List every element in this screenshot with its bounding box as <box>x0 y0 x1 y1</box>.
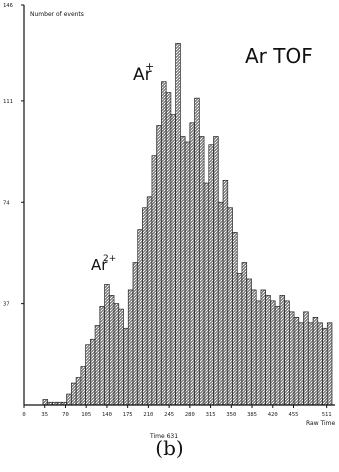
histogram-bar <box>208 144 214 406</box>
histogram-bar <box>118 308 124 406</box>
histogram-bar <box>189 122 195 406</box>
histogram-bar <box>222 179 229 406</box>
histogram-bar <box>255 300 262 406</box>
histogram-bar <box>165 92 172 406</box>
annotation-ar-plus: Ar + <box>133 60 154 85</box>
figure-caption: (b) <box>155 436 184 460</box>
histogram-bar <box>326 322 333 406</box>
x-tick-label: 350 <box>226 412 236 418</box>
histogram-bar <box>94 325 101 406</box>
histogram-bar <box>246 278 252 406</box>
histogram-bar <box>236 273 243 406</box>
footer-label: Time 631 <box>149 433 178 440</box>
histogram-bar <box>274 306 281 406</box>
y-tick-label: 146 <box>3 3 13 9</box>
x-ticks-group: 0 35 70 105 140 175 210 245 280 315 350 385 420 455 51… <box>22 405 332 418</box>
x-tick-label: 420 <box>268 412 278 418</box>
x-tick-label: 105 <box>81 412 91 418</box>
histogram-bar <box>89 338 96 406</box>
histogram-bar <box>279 295 285 406</box>
x-tick-label: 210 <box>143 412 153 418</box>
histogram-bar <box>227 207 233 406</box>
histogram-bar <box>42 399 49 406</box>
histogram-bar <box>317 322 323 406</box>
svg-text:Ar: Ar <box>91 256 108 274</box>
y-ticks-group: 146 111 74 37 <box>3 3 24 308</box>
x-axis-label: Raw Time <box>306 420 336 427</box>
histogram-bar <box>270 300 276 406</box>
histogram-bar <box>265 295 271 406</box>
y-tick-label: 111 <box>3 99 13 105</box>
histogram-bar <box>312 316 319 406</box>
x-tick-label: 0 <box>22 412 25 418</box>
histogram-bar <box>137 229 143 406</box>
svg-text:2+: 2+ <box>103 254 116 264</box>
histogram-bar <box>146 196 153 406</box>
histogram-bar <box>232 232 238 406</box>
histogram-bar <box>260 289 267 406</box>
histogram-bar <box>194 97 200 406</box>
histogram-bar <box>251 289 257 406</box>
x-tick-label: 455 <box>289 412 299 418</box>
histogram-bar <box>99 306 105 406</box>
histogram-bar <box>85 344 91 406</box>
histogram-bar <box>123 327 129 406</box>
histogram-bar <box>75 377 82 406</box>
histogram-bar <box>66 393 72 406</box>
annotation-ar-2plus: Ar 2+ <box>91 254 116 274</box>
histogram-bar <box>198 136 205 406</box>
x-tick-label: 315 <box>206 412 216 418</box>
histogram-bar <box>142 207 148 406</box>
histogram-bar <box>293 316 300 406</box>
histogram-bar <box>322 327 328 406</box>
x-tick-label: 140 <box>102 412 112 418</box>
histogram-bar <box>307 322 314 406</box>
histogram-bar <box>241 262 248 406</box>
histogram-bar <box>127 289 134 406</box>
histogram-bar <box>132 262 139 406</box>
bars-group <box>42 43 333 406</box>
x-tick-label: 70 <box>62 412 69 418</box>
y-axis-label: Number of events <box>30 11 84 18</box>
histogram-bar <box>213 136 219 406</box>
histogram-bar <box>113 303 120 406</box>
histogram-bar <box>289 311 295 406</box>
histogram-bar <box>303 311 309 406</box>
histogram-bar <box>170 114 176 406</box>
histogram-bar <box>108 295 115 406</box>
x-tick-label: 511 <box>322 412 332 418</box>
histogram-bar <box>104 284 110 406</box>
histogram-bar <box>161 81 167 406</box>
histogram-bar <box>184 141 191 406</box>
x-tick-label: 245 <box>164 412 174 418</box>
svg-text:Ar: Ar <box>133 65 152 85</box>
histogram-bar <box>284 300 290 406</box>
svg-text:+: + <box>145 60 154 73</box>
histogram-bar <box>203 182 210 406</box>
histogram-bar <box>217 201 224 406</box>
x-tick-label: 35 <box>41 412 48 418</box>
histogram-bar <box>151 155 158 406</box>
x-tick-label: 385 <box>247 412 257 418</box>
y-tick-label: 37 <box>3 302 10 308</box>
chart-title: Ar TOF <box>245 44 313 68</box>
histogram-bar <box>80 366 86 406</box>
x-tick-label: 280 <box>185 412 195 418</box>
histogram-bar <box>298 322 304 406</box>
histogram-bar <box>156 125 162 406</box>
histogram-bar <box>175 43 181 406</box>
histogram-bar <box>71 382 77 406</box>
x-tick-label: 175 <box>123 412 133 418</box>
y-tick-label: 74 <box>3 200 10 206</box>
histogram-bar <box>180 136 186 406</box>
